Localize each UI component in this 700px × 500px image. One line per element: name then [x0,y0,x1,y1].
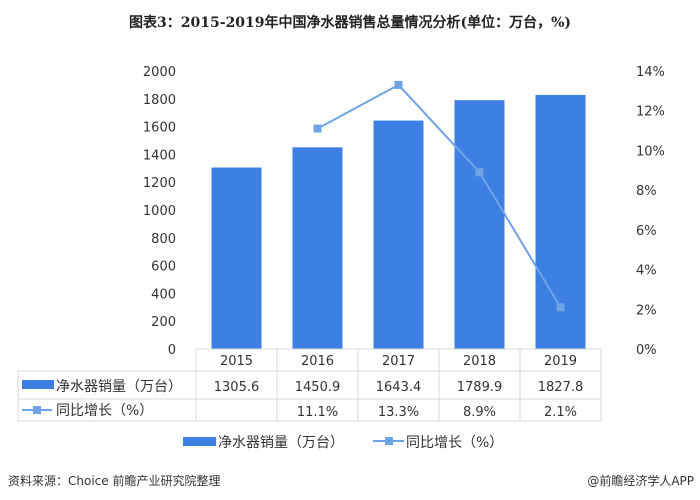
y2-tick-label: 12% [636,105,665,120]
y2-tick-label: 8% [636,184,657,199]
table-cell-growth: 8.9% [463,405,496,420]
table-cell-sales: 1789.9 [457,380,503,395]
legend-marker [385,437,393,445]
legend-label-growth: 同比增长（%） [406,435,503,451]
bar-2018 [454,100,505,349]
brand-note: @前瞻经济学人APP [587,474,694,488]
source-note: 资料来源：Choice 前瞻产业研究院整理 [8,474,221,488]
table-legend-bar-key [22,380,54,389]
y-tick-label: 1400 [143,148,176,163]
chart-title: 图表3：2015-2019年中国净水器销售总量情况分析(单位：万台，%) [128,15,572,31]
table-cell-growth: 11.1% [297,405,338,420]
table-cell-growth: 13.3% [378,405,419,420]
x-tick-label: 2017 [382,354,415,369]
x-tick-label: 2015 [220,354,253,369]
y-tick-label: 1800 [143,93,176,108]
y-tick-label: 800 [151,232,176,247]
y2-tick-label: 4% [636,264,657,279]
growth-marker [556,303,565,312]
y-tick-label: 600 [151,260,176,275]
y2-tick-label: 2% [636,303,657,318]
table-row-label-sales: 净水器销量（万台） [56,379,182,395]
y-tick-label: 1200 [143,176,176,191]
x-tick-label: 2016 [301,354,334,369]
table-cell-sales: 1305.6 [214,380,260,395]
y-tick-label: 200 [151,315,176,330]
growth-marker [394,80,403,89]
growth-marker [475,168,484,177]
y-tick-label: 2000 [143,65,176,80]
y2-tick-label: 0% [636,343,657,358]
bar-2015 [211,167,262,349]
table-legend-marker [33,406,41,414]
y-tick-label: 400 [151,287,176,302]
bar-2017 [373,120,424,349]
table-cell-growth: 2.1% [544,405,577,420]
table-row-label-growth: 同比增长（%） [56,403,153,419]
y2-tick-label: 14% [636,65,665,80]
table-cell-sales: 1643.4 [376,380,422,395]
y2-tick-label: 10% [636,144,665,159]
legend-bar-key [183,437,216,446]
growth-marker [313,124,322,133]
table-cell-sales: 1450.9 [295,380,341,395]
table-cell-sales: 1827.8 [538,380,584,395]
bar-2016 [292,147,343,349]
y-tick-label: 1000 [143,204,176,219]
y-tick-label: 1600 [143,121,176,136]
y-tick-label: 0 [168,343,176,358]
growth-line [317,83,562,308]
x-tick-label: 2018 [463,354,496,369]
y2-tick-label: 6% [636,224,657,239]
x-tick-label: 2019 [544,354,577,369]
legend-label-sales: 净水器销量（万台） [218,435,344,451]
